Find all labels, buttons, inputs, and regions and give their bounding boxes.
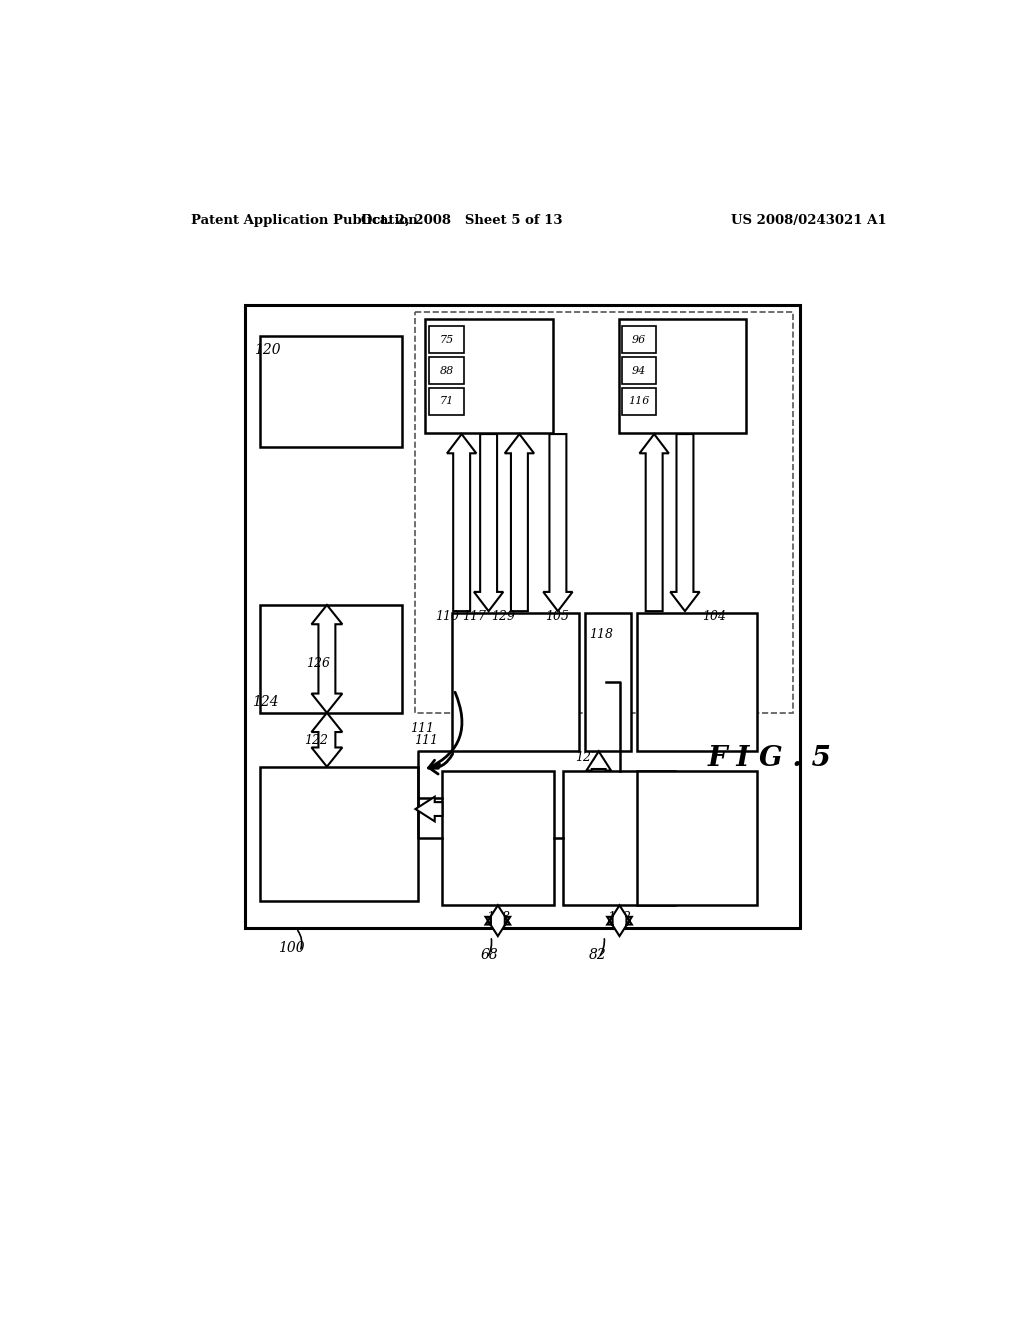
Bar xyxy=(429,326,464,354)
Polygon shape xyxy=(474,434,503,611)
Bar xyxy=(563,771,675,906)
Text: 117: 117 xyxy=(462,610,485,623)
Text: 105: 105 xyxy=(545,610,568,623)
Text: 127: 127 xyxy=(575,751,600,764)
Bar xyxy=(637,771,757,906)
Text: 126: 126 xyxy=(306,656,330,669)
Text: Patent Application Publication: Patent Application Publication xyxy=(190,214,418,227)
Text: 124: 124 xyxy=(252,694,279,709)
Bar xyxy=(245,305,801,928)
Text: 129: 129 xyxy=(490,610,515,623)
Bar xyxy=(416,313,793,713)
Polygon shape xyxy=(640,434,669,611)
Text: 108: 108 xyxy=(486,911,510,924)
Text: 110: 110 xyxy=(435,610,459,623)
Text: 82: 82 xyxy=(589,948,606,962)
Bar xyxy=(585,612,631,751)
Text: 88: 88 xyxy=(439,366,454,375)
Polygon shape xyxy=(505,434,535,611)
Bar xyxy=(260,767,418,902)
Text: 118: 118 xyxy=(589,628,612,642)
Bar xyxy=(622,388,656,414)
Polygon shape xyxy=(311,713,342,767)
Bar xyxy=(260,335,402,447)
Polygon shape xyxy=(447,434,476,611)
Polygon shape xyxy=(587,751,611,771)
Bar xyxy=(618,318,745,433)
FancyArrowPatch shape xyxy=(428,692,462,768)
Text: 75: 75 xyxy=(439,335,454,345)
Polygon shape xyxy=(544,434,572,611)
Bar xyxy=(622,326,656,354)
Text: 94: 94 xyxy=(632,366,646,375)
Text: 100: 100 xyxy=(279,940,305,954)
Text: F I G . 5: F I G . 5 xyxy=(708,746,831,772)
Text: 96: 96 xyxy=(632,335,646,345)
Bar xyxy=(453,612,580,751)
Text: 111: 111 xyxy=(414,734,438,747)
Text: Oct. 2, 2008   Sheet 5 of 13: Oct. 2, 2008 Sheet 5 of 13 xyxy=(360,214,562,227)
Text: 120: 120 xyxy=(254,343,281,358)
Bar xyxy=(637,612,757,751)
Text: 68: 68 xyxy=(481,948,499,962)
Bar xyxy=(429,388,464,414)
Text: 116: 116 xyxy=(629,396,650,407)
Text: 111: 111 xyxy=(410,722,434,735)
Polygon shape xyxy=(311,605,342,713)
Polygon shape xyxy=(416,797,442,821)
Bar xyxy=(260,605,402,713)
Text: 104: 104 xyxy=(701,610,726,623)
Text: 122: 122 xyxy=(304,734,328,747)
Text: 71: 71 xyxy=(439,396,454,407)
Bar xyxy=(442,771,554,906)
Polygon shape xyxy=(485,906,510,936)
Bar xyxy=(425,318,553,433)
Polygon shape xyxy=(607,906,632,936)
Text: 102: 102 xyxy=(607,911,631,924)
Polygon shape xyxy=(671,434,699,611)
Text: US 2008/0243021 A1: US 2008/0243021 A1 xyxy=(731,214,887,227)
Bar xyxy=(429,358,464,384)
Bar xyxy=(622,358,656,384)
